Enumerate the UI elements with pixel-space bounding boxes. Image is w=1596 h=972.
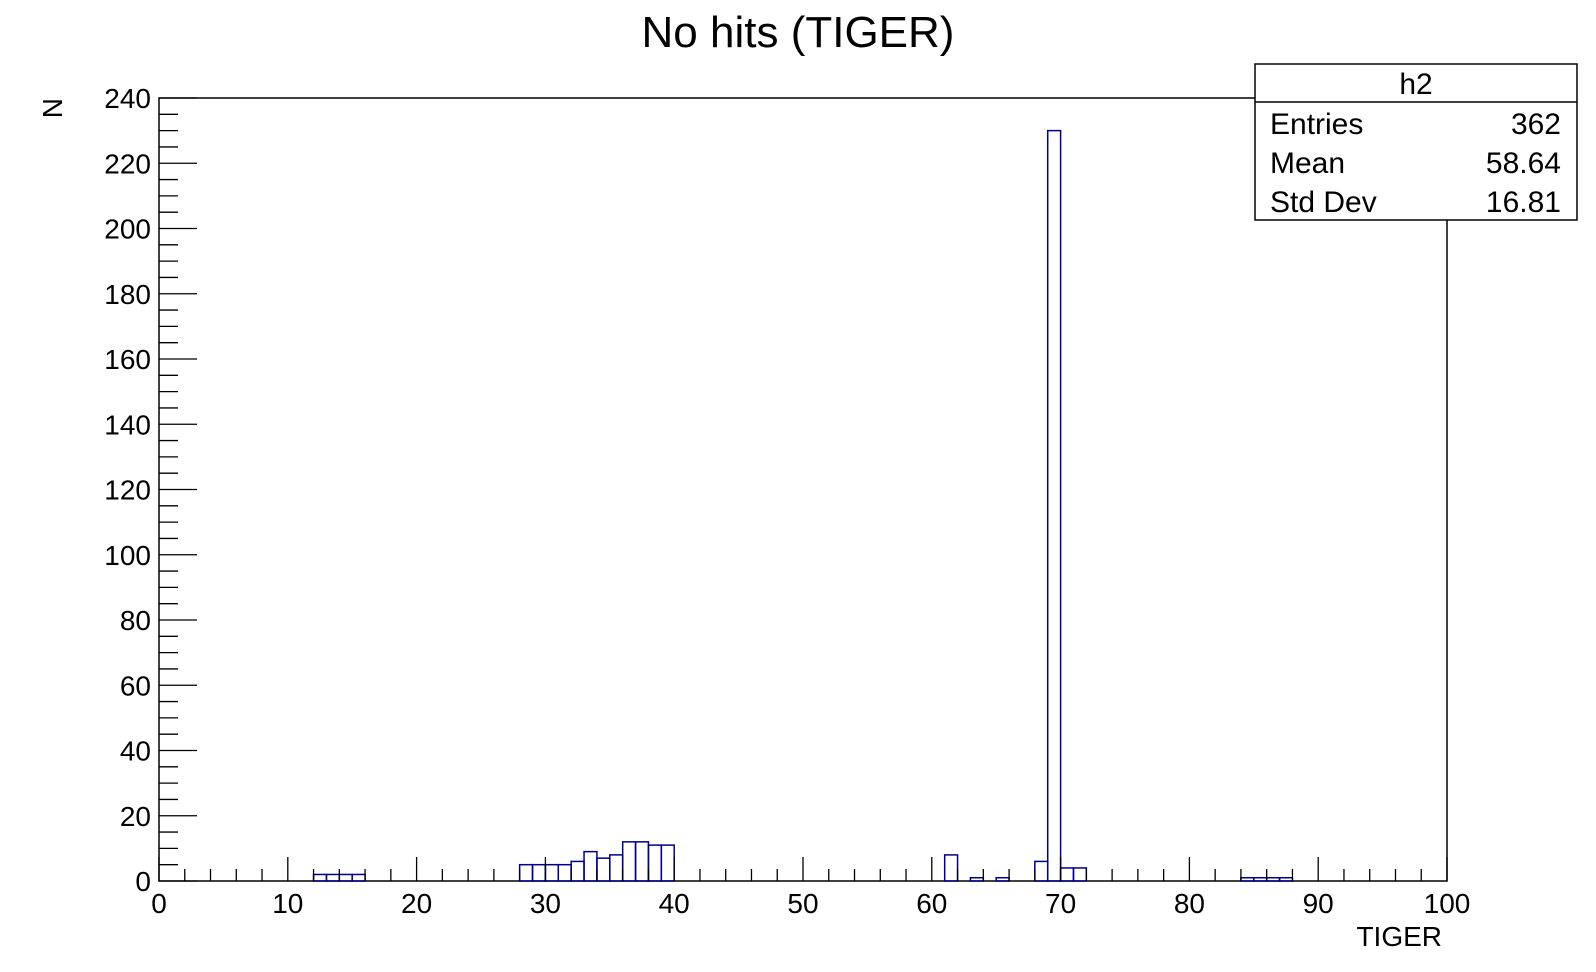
stats-stddev-label: Std Dev <box>1270 186 1377 219</box>
stats-mean-value: 58.64 <box>1486 147 1561 180</box>
y-tick-label: 240 <box>104 83 151 114</box>
x-tick-label: 20 <box>401 888 432 919</box>
y-tick-label: 80 <box>120 605 151 636</box>
histogram-bars <box>312 129 1294 882</box>
histogram-bin <box>634 841 650 882</box>
plot-area-border <box>158 97 1448 882</box>
y-tick-label: 40 <box>120 736 151 767</box>
x-tick-label: 100 <box>1424 888 1471 919</box>
histogram-bin <box>1034 860 1049 882</box>
x-tick-label: 50 <box>787 888 818 919</box>
y-tick-label: 20 <box>120 801 151 832</box>
histogram-bin <box>621 841 637 882</box>
histogram-bin <box>557 863 572 882</box>
histogram-bin <box>995 876 1010 882</box>
histogram-bin <box>1240 876 1255 882</box>
histogram-bin <box>1046 129 1062 882</box>
plot-frame <box>158 97 1448 882</box>
x-tick-label: 30 <box>530 888 561 919</box>
histogram-bin <box>325 873 341 882</box>
histogram-bin <box>570 860 585 882</box>
histogram-bin <box>1278 876 1294 882</box>
histogram-bin <box>1072 867 1088 882</box>
y-tick-label: 100 <box>104 540 151 571</box>
y-tick-label: 60 <box>120 670 151 701</box>
x-tick-label: 0 <box>151 888 167 919</box>
x-tick-label: 60 <box>916 888 947 919</box>
y-tick-label: 200 <box>104 214 151 245</box>
histogram-bin <box>609 854 624 882</box>
stats-box-name: h2 <box>1399 68 1432 101</box>
x-tick-label: 70 <box>1045 888 1076 919</box>
histogram-bin <box>596 857 611 882</box>
histogram-bin <box>338 873 353 882</box>
x-axis-label: TIGER <box>1356 921 1442 952</box>
histogram-bin <box>660 844 675 882</box>
stats-box: h2 Entries 362 Mean 58.64 Std Dev 16.81 <box>1254 63 1578 221</box>
x-tick-label: 40 <box>659 888 690 919</box>
y-axis: 0 20 40 60 80 100 120 140 160 180 200 220 240 <box>104 83 197 897</box>
x-tick-label: 80 <box>1174 888 1205 919</box>
histogram-bin <box>1059 867 1075 882</box>
stats-stddev-value: 16.81 <box>1486 186 1561 219</box>
histogram-bin <box>312 873 328 882</box>
stats-entries-value: 362 <box>1511 108 1561 141</box>
histogram-bin <box>531 863 547 882</box>
x-tick-label: 10 <box>272 888 303 919</box>
histogram-bin <box>943 854 959 882</box>
histogram-bin <box>1253 876 1268 882</box>
y-tick-label: 0 <box>135 866 151 897</box>
histogram-bin <box>518 863 534 882</box>
chart-title: No hits (TIGER) <box>642 8 955 57</box>
x-tick-label: 90 <box>1303 888 1334 919</box>
y-tick-label: 120 <box>104 475 151 506</box>
stats-entries-label: Entries <box>1270 108 1363 141</box>
y-tick-label: 160 <box>104 344 151 375</box>
histogram-bin <box>1265 876 1281 882</box>
stats-box-frame <box>1254 63 1578 221</box>
x-axis: 0 10 20 30 40 50 60 70 80 90 100 <box>151 857 1470 919</box>
stats-mean-label: Mean <box>1270 147 1345 180</box>
histogram-bin <box>583 850 598 882</box>
y-tick-label: 220 <box>104 148 151 179</box>
histogram-bin <box>544 863 560 882</box>
y-tick-label: 140 <box>104 409 151 440</box>
histogram-bin <box>351 873 366 882</box>
y-axis-label: N <box>37 98 68 118</box>
y-tick-label: 180 <box>104 279 151 310</box>
histogram-bin <box>647 844 663 882</box>
histogram-bin <box>969 876 985 882</box>
